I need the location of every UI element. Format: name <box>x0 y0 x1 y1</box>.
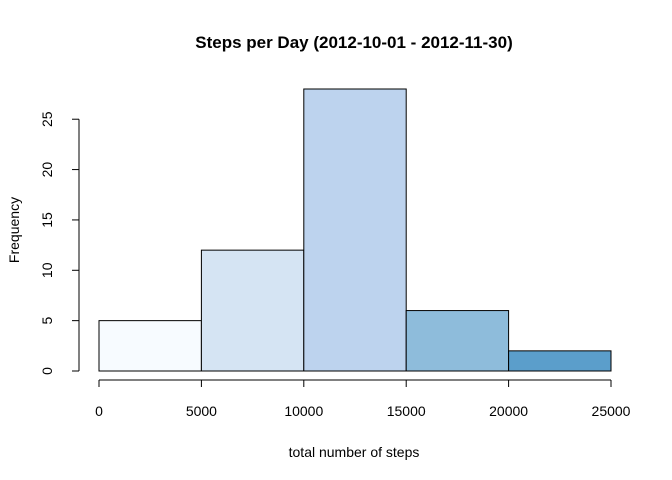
y-tick-label: 25 <box>39 111 55 127</box>
x-tick-label: 25000 <box>592 403 631 419</box>
histogram-bar-0 <box>98 320 202 372</box>
y-axis: 0 5 10 15 20 25 <box>39 111 80 375</box>
y-axis-label: Frequency <box>6 197 22 263</box>
histogram-bar-3 <box>405 310 510 372</box>
x-tick-label: 15000 <box>387 403 426 419</box>
y-tick-label: 0 <box>39 367 55 375</box>
x-tick-label: 5000 <box>186 403 217 419</box>
y-tick-label: 20 <box>39 162 55 178</box>
x-tick-label: 20000 <box>489 403 528 419</box>
x-tick-label: 10000 <box>284 403 323 419</box>
bars-layer <box>98 88 612 372</box>
chart-title: Steps per Day (2012-10-01 - 2012-11-30) <box>195 33 513 52</box>
y-tick-label: 10 <box>39 262 55 278</box>
x-axis: 0 5000 10000 15000 20000 25000 <box>95 379 631 419</box>
histogram-bar-2 <box>303 88 407 372</box>
x-axis-label: total number of steps <box>289 444 420 460</box>
y-tick-label: 15 <box>39 212 55 228</box>
y-tick-label: 5 <box>39 317 55 325</box>
histogram-bar-4 <box>508 350 612 372</box>
histogram-bar-1 <box>200 249 305 372</box>
x-tick-label: 0 <box>95 403 103 419</box>
